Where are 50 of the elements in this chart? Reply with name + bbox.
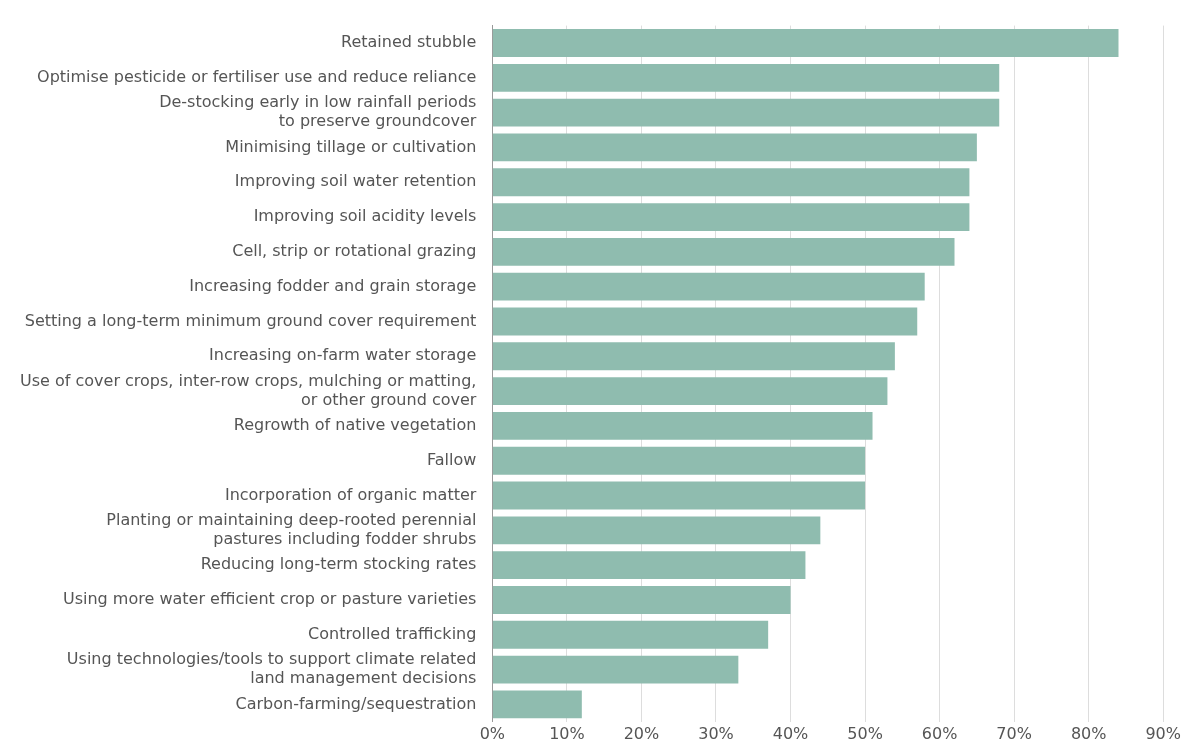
x-tick-label: 70% [996, 723, 1032, 743]
bar [492, 377, 888, 406]
x-tick-label: 80% [1070, 723, 1107, 743]
bar [492, 586, 791, 614]
x-tick-label: 20% [623, 723, 660, 743]
y-tick-label: Reducing long-term stocking rates [200, 554, 477, 574]
bar [492, 690, 582, 719]
y-tick-label: Use of cover crops, inter-row crops, mulching or matting, or other ground cover [20, 370, 477, 409]
x-tick-label: 0% [479, 723, 506, 743]
bar [492, 446, 866, 475]
bar [492, 481, 866, 510]
bar [492, 98, 1000, 127]
y-tick-label: Fallow [427, 449, 477, 469]
y-tick-label: Controlled trafficking [308, 623, 477, 643]
y-tick-label: Regrowth of native vegetation [233, 415, 477, 435]
bar [492, 272, 925, 301]
y-tick-label: De-stocking early in low rainfall periods to preserve groundcover [159, 92, 477, 131]
bar [492, 342, 895, 371]
x-tick-label: 10% [549, 723, 585, 743]
bar [492, 551, 806, 580]
bar [492, 63, 1000, 92]
bar [492, 655, 739, 684]
bar [492, 203, 970, 231]
y-tick-label: Increasing on-farm water storage [209, 345, 477, 365]
y-tick-label: Carbon-farming/sequestration [235, 693, 477, 713]
bar [492, 620, 769, 649]
bar [492, 307, 918, 336]
y-tick-label: Retained stubble [341, 32, 477, 52]
y-tick-label: Setting a long-term minimum ground cover requirement [24, 310, 477, 330]
y-tick-label: Using more water efficient crop or pasture varieties [62, 589, 477, 609]
y-tick-label: Using technologies/tools to support climate related land management decisions [66, 649, 477, 688]
y-tick-label: Planting or maintaining deep-rooted perennial pastures including fodder shrubs [106, 509, 477, 549]
bar [492, 133, 977, 162]
y-tick-label: Improving soil acidity levels [253, 206, 477, 226]
y-tick-label: Increasing fodder and grain storage [189, 275, 477, 295]
y-tick-label: Optimise pesticide or fertiliser use and reduce reliance [37, 66, 477, 86]
bar [492, 29, 1119, 57]
bar [492, 237, 955, 266]
bar [492, 411, 873, 440]
bar [492, 168, 970, 197]
x-tick-label: 90% [1145, 723, 1181, 743]
y-tick-label: Minimising tillage or cultivation [225, 136, 477, 156]
x-tick-label: 40% [772, 723, 809, 743]
y-tick-label: Incorporation of organic matter [224, 484, 477, 504]
x-tick-label: 60% [921, 723, 958, 743]
x-tick-label: 30% [698, 723, 734, 743]
y-tick-label: Cell, strip or rotational grazing [232, 241, 477, 261]
x-tick-label: 50% [847, 723, 883, 743]
bar [492, 516, 821, 545]
y-tick-label: Improving soil water retention [234, 171, 477, 191]
